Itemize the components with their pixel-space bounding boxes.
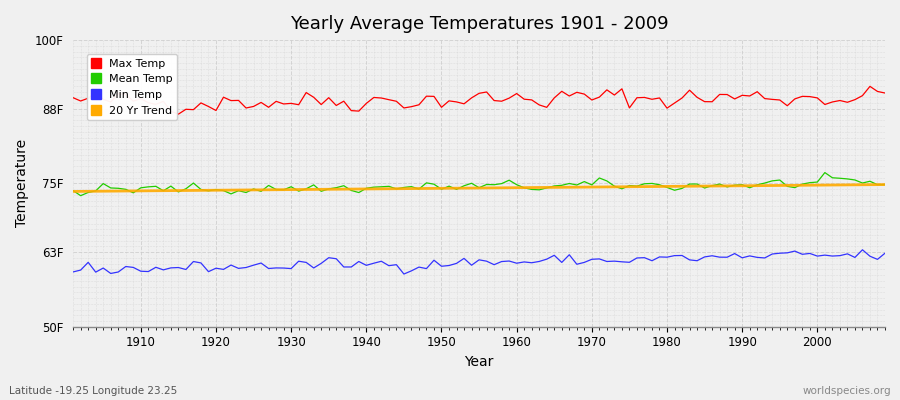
Title: Yearly Average Temperatures 1901 - 2009: Yearly Average Temperatures 1901 - 2009 bbox=[290, 15, 669, 33]
Legend: Max Temp, Mean Temp, Min Temp, 20 Yr Trend: Max Temp, Mean Temp, Min Temp, 20 Yr Tre… bbox=[86, 54, 177, 120]
Y-axis label: Temperature: Temperature bbox=[15, 139, 29, 228]
X-axis label: Year: Year bbox=[464, 355, 494, 369]
Text: worldspecies.org: worldspecies.org bbox=[803, 386, 891, 396]
Text: Latitude -19.25 Longitude 23.25: Latitude -19.25 Longitude 23.25 bbox=[9, 386, 177, 396]
